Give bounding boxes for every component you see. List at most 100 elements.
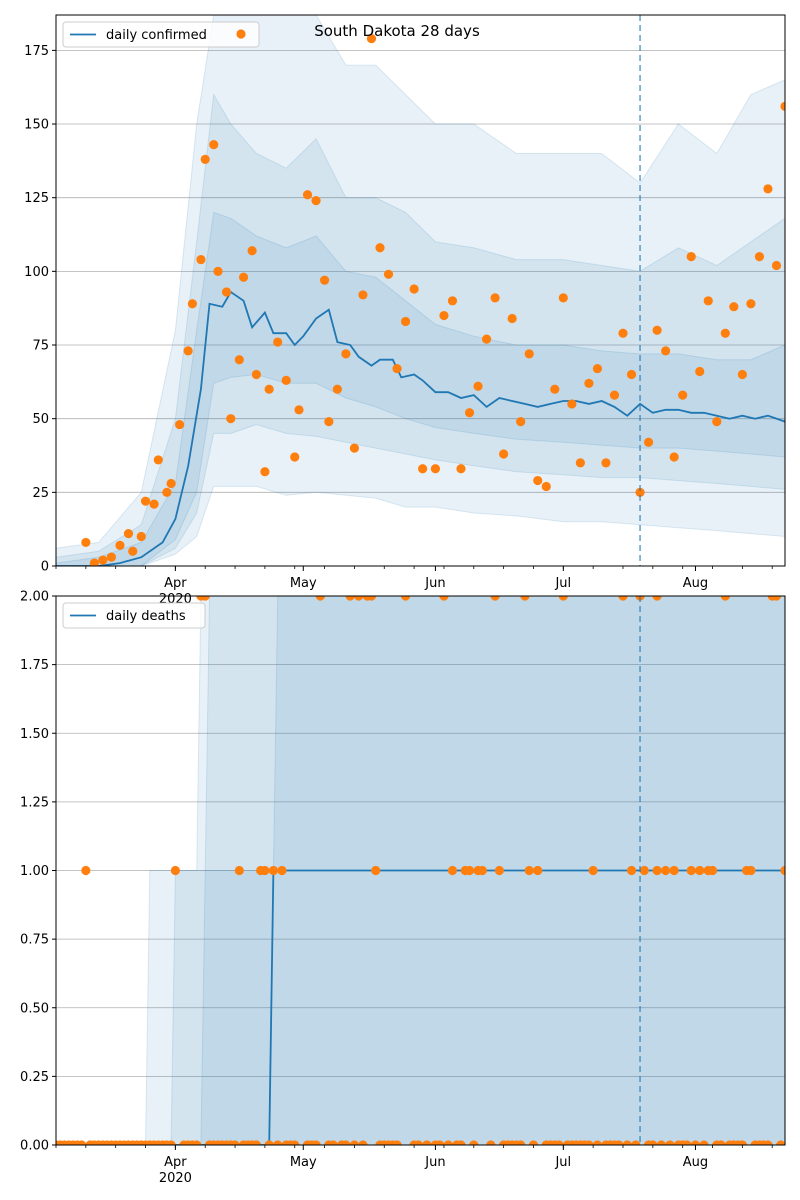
x-tick-sublabel: 2020: [159, 1171, 192, 1186]
data-point: [464, 865, 475, 876]
data-point: [128, 546, 138, 556]
data-point: [699, 1140, 709, 1145]
data-point: [170, 865, 180, 876]
data-point: [166, 478, 176, 489]
x-tick-label: May: [290, 1155, 317, 1170]
data-point: [533, 865, 543, 876]
data-point: [746, 865, 756, 876]
data-point: [695, 865, 705, 876]
data-point: [251, 369, 261, 380]
data-point: [123, 528, 134, 539]
data-point: [763, 184, 773, 194]
data-point: [477, 865, 487, 876]
data-point: [780, 865, 785, 876]
data-point: [486, 1140, 496, 1145]
data-point: [656, 1140, 666, 1145]
plot-area: [56, 596, 785, 1145]
data-point: [422, 1140, 432, 1145]
data-point: [234, 355, 244, 365]
data-point: [200, 154, 210, 164]
data-point: [375, 243, 385, 253]
y-tick-label: 50: [32, 412, 49, 427]
data-point: [175, 419, 185, 430]
data-point: [682, 1140, 692, 1145]
data-point: [264, 1140, 274, 1145]
data-point: [567, 399, 577, 409]
plot-area: [56, 15, 785, 566]
data-point: [584, 378, 594, 388]
data-point: [499, 449, 509, 459]
y-tick-label: 75: [32, 339, 49, 354]
data-point: [575, 458, 585, 468]
data-point: [516, 417, 526, 427]
data-point: [665, 1140, 675, 1145]
data-point: [98, 555, 108, 565]
data-point: [349, 1140, 360, 1145]
x-tick-label: May: [290, 576, 317, 591]
data-point: [648, 1140, 658, 1145]
data-point: [524, 349, 534, 359]
data-point: [754, 252, 765, 262]
data-point: [720, 596, 730, 601]
x-tick-label: Apr: [164, 1155, 187, 1170]
data-point: [494, 865, 504, 876]
y-tick-label: 175: [24, 44, 49, 59]
data-point: [686, 865, 696, 876]
data-point: [712, 417, 722, 427]
data-point: [469, 1140, 479, 1145]
data-point: [153, 455, 163, 465]
y-tick-label: 125: [24, 191, 49, 206]
y-tick-label: 1.25: [20, 795, 49, 810]
data-point: [652, 596, 662, 601]
data-point: [490, 293, 500, 303]
data-point: [528, 1140, 539, 1145]
data-point: [435, 1140, 445, 1145]
legend: daily confirmed: [62, 21, 260, 48]
data-point: [686, 252, 696, 262]
data-point: [746, 299, 756, 309]
data-point: [264, 384, 274, 394]
data-point: [695, 366, 705, 377]
data-point: [439, 596, 449, 601]
data-point: [507, 313, 517, 324]
data-point: [319, 275, 330, 285]
data-point: [413, 1140, 423, 1145]
y-tick-label: 1.50: [20, 727, 49, 742]
data-point: [81, 537, 91, 548]
data-point: [541, 481, 551, 492]
data-point: [720, 328, 730, 338]
data-point: [371, 865, 381, 876]
data-point: [418, 464, 428, 474]
data-point: [311, 196, 321, 206]
data-point: [302, 190, 313, 200]
y-tick-label: 0: [41, 560, 49, 575]
data-point: [324, 417, 334, 427]
data-point: [447, 865, 458, 876]
data-point: [622, 1140, 632, 1145]
data-point: [592, 363, 603, 374]
data-point: [166, 1140, 176, 1145]
data-point: [140, 496, 151, 506]
legend-label: daily confirmed: [106, 28, 207, 43]
data-point: [430, 464, 441, 474]
y-tick-label: 150: [24, 118, 49, 133]
y-tick-label: 1.75: [20, 658, 49, 673]
data-point: [328, 1140, 338, 1145]
data-point: [771, 260, 782, 271]
data-point: [392, 1140, 402, 1145]
data-point: [366, 33, 377, 44]
data-point: [669, 865, 679, 876]
data-point: [277, 865, 287, 876]
y-tick-label: 0.50: [20, 1001, 49, 1016]
data-point: [187, 299, 198, 309]
data-point: [234, 865, 244, 876]
y-tick-label: 0.00: [20, 1139, 49, 1154]
series-line: [56, 290, 785, 566]
x-tick-label: Jun: [424, 1155, 445, 1170]
data-point: [162, 487, 172, 497]
figure-title: South Dakota 28 days: [314, 22, 480, 40]
uncertainty-band: [56, 93, 785, 566]
data-point: [290, 1140, 300, 1145]
x-tick-label: Apr: [164, 576, 187, 591]
data-point: [456, 464, 466, 474]
